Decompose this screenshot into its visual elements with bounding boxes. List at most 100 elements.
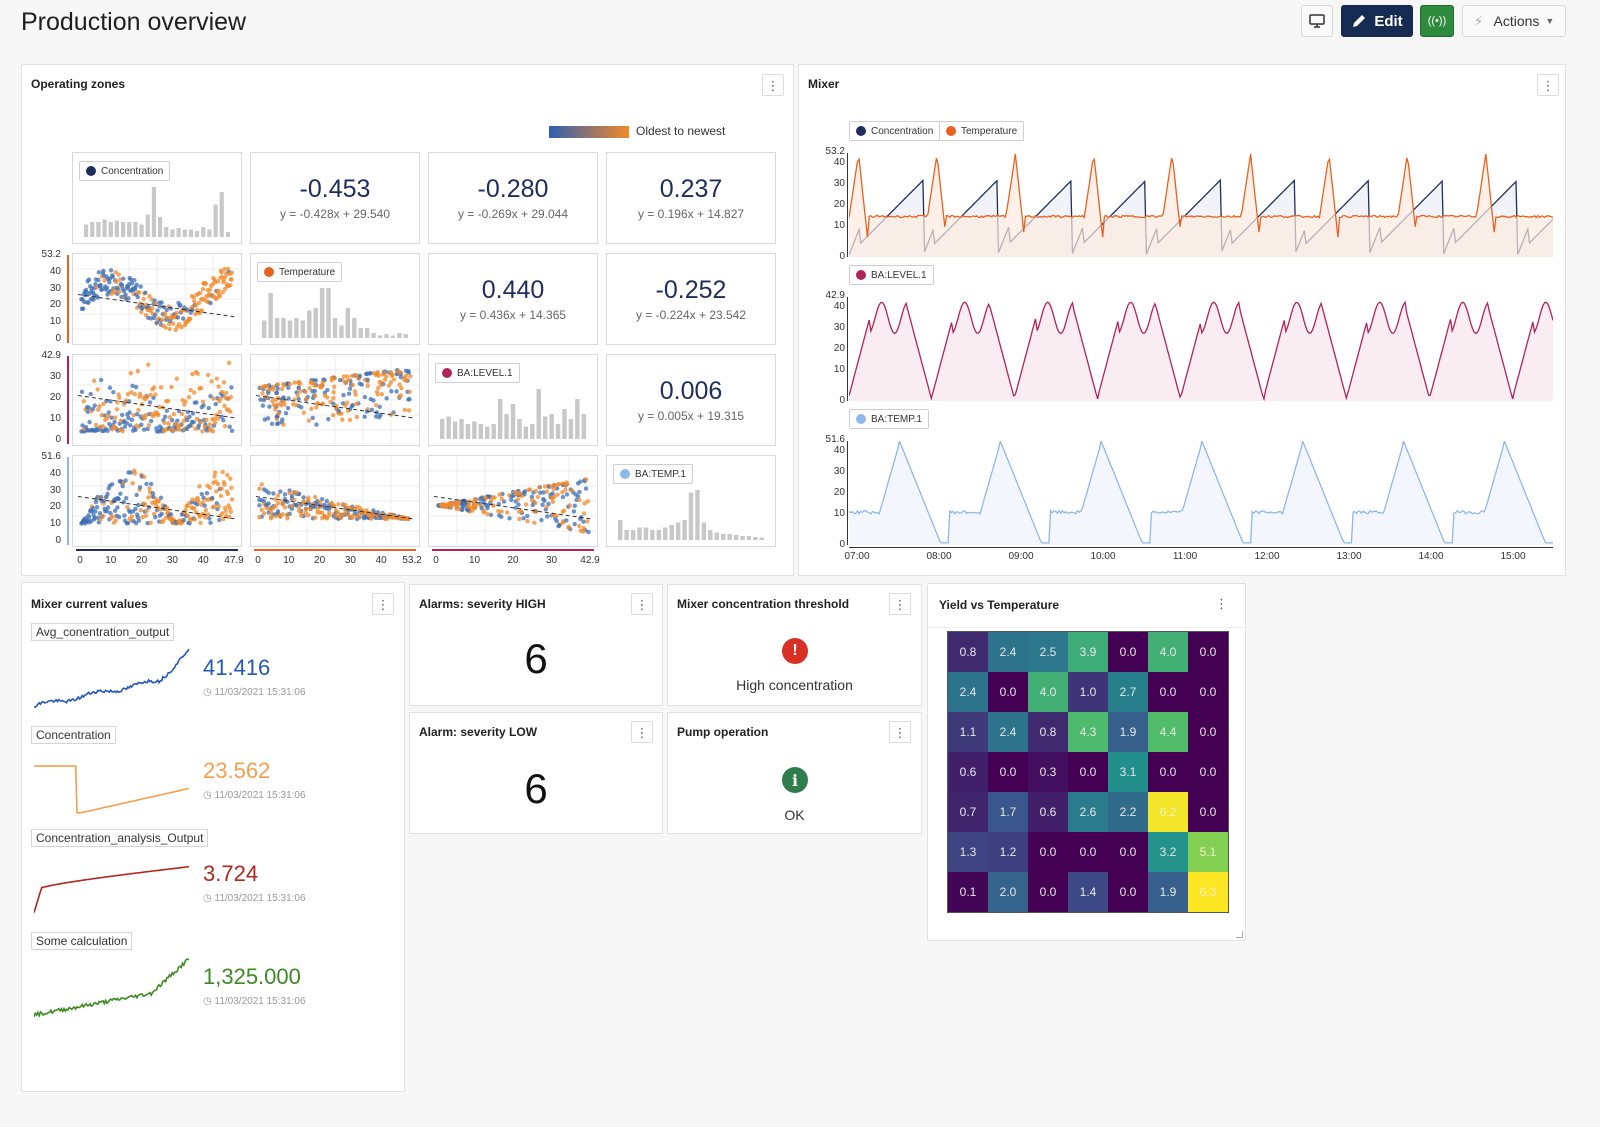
scatter-point (499, 514, 504, 520)
heatmap-cell[interactable]: 2.4 (948, 672, 988, 712)
heatmap-cell[interactable]: 1.9 (1148, 872, 1188, 912)
series-area (849, 441, 1553, 545)
heatmap-cell[interactable]: 2.5 (1028, 632, 1068, 672)
edit-button[interactable]: Edit (1341, 5, 1413, 37)
alarms-high-menu-button[interactable]: ⋮ (631, 593, 653, 615)
x-tick-label: 08:00 (926, 551, 952, 562)
heatmap-cell[interactable]: 1.7 (988, 792, 1028, 832)
heatmap-cell[interactable]: 0.0 (1148, 752, 1188, 792)
heatmap-cell[interactable]: 0.0 (1028, 872, 1068, 912)
heatmap-cell[interactable]: 0.0 (1188, 712, 1228, 752)
actions-button[interactable]: ⚡ Actions ▼ (1462, 5, 1566, 37)
monitor-icon (1309, 14, 1325, 28)
current-values-menu-button[interactable]: ⋮ (372, 593, 394, 615)
heatmap-cell[interactable]: 5.1 (1188, 832, 1228, 872)
heatmap-cell[interactable]: 4.0 (1148, 632, 1188, 672)
scatter-point (207, 485, 213, 490)
scatter-point (282, 492, 288, 497)
heatmap-cell[interactable]: 0.0 (1068, 832, 1108, 872)
scatter-point (525, 513, 530, 519)
clock-icon: ◷ (203, 996, 215, 1007)
heatmap-cell[interactable]: 0.0 (988, 752, 1028, 792)
heatmap-cell[interactable]: 0.3 (1028, 752, 1068, 792)
heatmap-cell[interactable]: 0.0 (1148, 672, 1188, 712)
threshold-menu-button[interactable]: ⋮ (889, 593, 911, 615)
scatter-point (134, 492, 139, 498)
heatmap-cell[interactable]: 0.0 (1188, 792, 1228, 832)
heatmap-cell[interactable]: 3.2 (1148, 832, 1188, 872)
heatmap-cell[interactable]: 1.9 (1108, 712, 1148, 752)
heatmap-cell[interactable]: 4.4 (1148, 712, 1188, 752)
heatmap-cell[interactable]: 0.0 (1188, 752, 1228, 792)
mixer-title: Mixer (808, 77, 840, 91)
y-max-label: 53.2 (825, 146, 845, 157)
regression-equation: y = 0.196x + 14.827 (637, 207, 745, 221)
heatmap-cell[interactable]: 0.6 (948, 752, 988, 792)
heatmap-cell[interactable]: 1.0 (1068, 672, 1108, 712)
scatter-point (222, 505, 228, 511)
heatmap-cell[interactable]: 4.3 (1068, 712, 1108, 752)
heatmap-cell[interactable]: 3.9 (1068, 632, 1108, 672)
scatter-point (262, 384, 267, 389)
heatmap-cell[interactable]: 0.0 (1188, 672, 1228, 712)
heatmap-cell[interactable]: 2.6 (1068, 792, 1108, 832)
operating-zones-menu-button[interactable]: ⋮ (762, 74, 784, 96)
heatmap-cell[interactable]: 0.0 (1108, 832, 1148, 872)
heatmap-cell[interactable]: 6.3 (1188, 872, 1228, 912)
heatmap-cell[interactable]: 1.4 (1068, 872, 1108, 912)
scatter-point (219, 511, 225, 516)
heatmap-cell[interactable]: 6.2 (1148, 792, 1188, 832)
x-tick-label: 30 (545, 555, 558, 566)
heatmap-cell[interactable]: 2.7 (1108, 672, 1148, 712)
legend-chip[interactable]: BA:LEVEL.1 (849, 265, 934, 285)
scatter-point (188, 387, 193, 393)
heatmap-cell[interactable]: 1.3 (948, 832, 988, 872)
page-title: Production overview (21, 8, 247, 36)
scatter-point (150, 491, 156, 496)
timestamp-text: 11/03/2021 15:31:06 (214, 790, 306, 801)
scatter-point (371, 398, 376, 403)
heatmap-cell[interactable]: 0.8 (1028, 712, 1068, 752)
heatmap-cell[interactable]: 1.1 (948, 712, 988, 752)
heatmap-cell[interactable]: 2.0 (988, 872, 1028, 912)
scatter-point (561, 508, 567, 513)
heatmap-cell[interactable]: 0.0 (988, 672, 1028, 712)
scatter-point (385, 516, 390, 522)
heatmap-cell[interactable]: 0.0 (1028, 832, 1068, 872)
more-vertical-icon[interactable]: ⋮ (1215, 596, 1228, 611)
clock-icon: ◷ (203, 790, 215, 801)
heatmap-cell[interactable]: 2.4 (988, 712, 1028, 752)
heatmap-cell[interactable]: 2.2 (1108, 792, 1148, 832)
heatmap-cell[interactable]: 0.0 (1108, 632, 1148, 672)
scatter-point (275, 500, 281, 506)
heatmap-cell[interactable]: 0.8 (948, 632, 988, 672)
scatter-point (477, 496, 483, 502)
present-button[interactable] (1301, 5, 1333, 37)
scatter-point (301, 499, 306, 504)
threshold-title: Mixer concentration threshold (677, 597, 850, 611)
heatmap-cell[interactable]: 0.7 (948, 792, 988, 832)
heatmap-cell[interactable]: 0.6 (1028, 792, 1068, 832)
heatmap-cell[interactable]: 0.1 (948, 872, 988, 912)
live-mode-toggle[interactable]: ((•)) (1420, 5, 1454, 37)
mixer-menu-button[interactable]: ⋮ (1537, 74, 1559, 96)
scatter-point (123, 495, 129, 501)
histogram (262, 288, 408, 338)
histogram-bar (358, 328, 363, 338)
legend-chip[interactable]: Concentration (849, 121, 941, 141)
alarms-low-menu-button[interactable]: ⋮ (631, 721, 653, 743)
heatmap-cell[interactable]: 4.0 (1028, 672, 1068, 712)
legend-chip[interactable]: BA:TEMP.1 (849, 409, 929, 429)
more-vertical-icon: ⋮ (766, 77, 780, 93)
scatter-point (80, 306, 86, 311)
heatmap-cell[interactable]: 1.2 (988, 832, 1028, 872)
pump-menu-button[interactable]: ⋮ (889, 721, 911, 743)
heatmap-cell[interactable]: 0.0 (1068, 752, 1108, 792)
heatmap-cell[interactable]: 3.1 (1108, 752, 1148, 792)
scatter-point (122, 424, 128, 429)
legend-chip[interactable]: Temperature (939, 121, 1025, 141)
heatmap-cell[interactable]: 0.0 (1108, 872, 1148, 912)
resize-handle-icon[interactable] (1236, 931, 1243, 938)
heatmap-cell[interactable]: 0.0 (1188, 632, 1228, 672)
heatmap-cell[interactable]: 2.4 (988, 632, 1028, 672)
